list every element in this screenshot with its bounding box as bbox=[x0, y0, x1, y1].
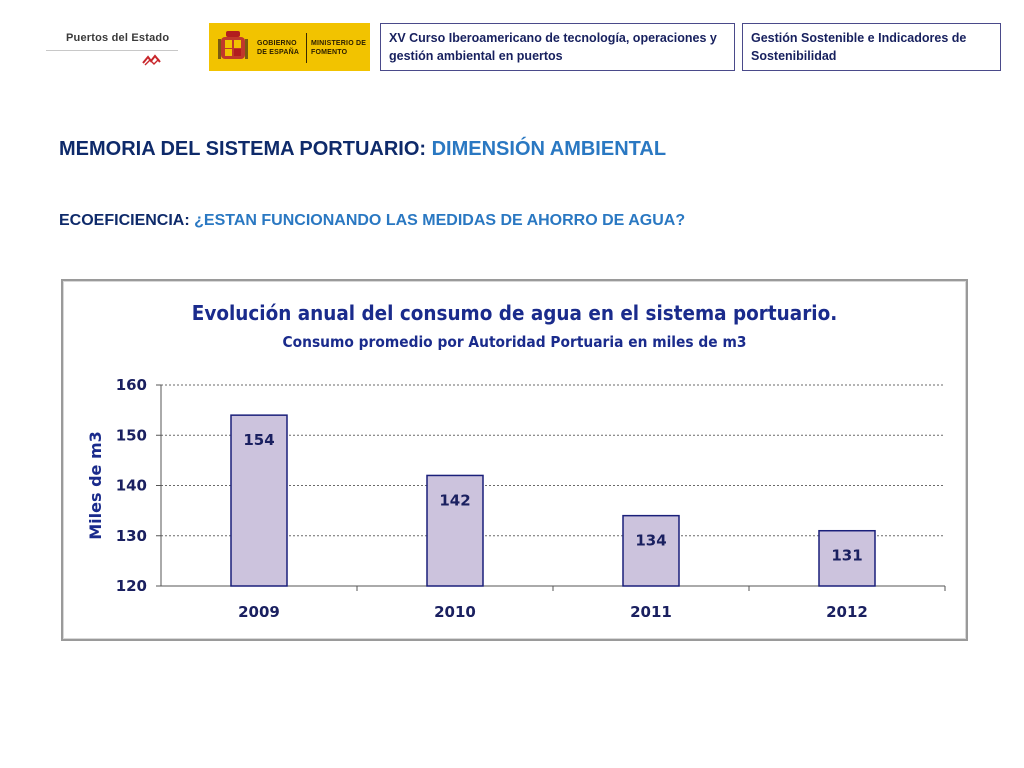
puertos-del-estado-logo: Puertos del Estado bbox=[46, 26, 178, 70]
bar-2012 bbox=[818, 529, 876, 587]
y-tick-label: 120 bbox=[116, 577, 147, 595]
value-label-2010: 142 bbox=[439, 491, 470, 509]
gobierno-espana-logo: GOBIERNO DE ESPAÑA MINISTERIO DE FOMENTO bbox=[209, 23, 370, 71]
bar-2009 bbox=[230, 414, 288, 587]
value-label-2011: 134 bbox=[635, 532, 666, 550]
y-tick-label: 160 bbox=[116, 376, 147, 394]
chart-subtitle: Consumo promedio por Autoridad Portuaria… bbox=[282, 333, 747, 351]
y-tick-label: 140 bbox=[116, 477, 147, 495]
logo-divider bbox=[306, 33, 307, 63]
puertos-logo-text: Puertos del Estado bbox=[66, 32, 170, 44]
x-tick-label-2009: 2009 bbox=[238, 603, 280, 621]
y-axis-title: Miles de m3 bbox=[86, 431, 105, 540]
chart-title: Evolución anual del consumo de agua en e… bbox=[191, 301, 838, 325]
chart-frame: Evolución anual del consumo de agua en e… bbox=[61, 279, 968, 641]
topic-title-box: Gestión Sostenible e Indicadores de Sost… bbox=[742, 23, 1001, 71]
ministerio-text: MINISTERIO DE FOMENTO bbox=[311, 40, 367, 56]
page-subtitle-main: ECOEFICIENCIA: bbox=[59, 212, 195, 229]
bar-2011 bbox=[622, 514, 680, 587]
value-label-2012: 131 bbox=[831, 547, 862, 565]
course-title-box: XV Curso Iberoamericano de tecnología, o… bbox=[380, 23, 735, 71]
page-subtitle-accent: ¿ESTAN FUNCIONANDO LAS MEDIDAS DE AHORRO… bbox=[194, 212, 686, 229]
page-title-main: MEMORIA DEL SISTEMA PORTUARIO: bbox=[59, 138, 432, 160]
bar-2010 bbox=[426, 474, 484, 587]
x-tick-label-2010: 2010 bbox=[434, 603, 476, 621]
logo-rule bbox=[46, 50, 178, 51]
page-title: MEMORIA DEL SISTEMA PORTUARIO: DIMENSIÓN… bbox=[59, 138, 666, 161]
y-tick-label: 130 bbox=[116, 527, 147, 545]
page-subtitle: ECOEFICIENCIA: ¿ESTAN FUNCIONANDO LAS ME… bbox=[59, 212, 685, 230]
bar-chart: 120 130 140 150 160 Miles de m3 154 2009 142 2010… bbox=[86, 376, 946, 621]
page-title-accent: DIMENSIÓN AMBIENTAL bbox=[431, 138, 667, 160]
x-tick-label-2011: 2011 bbox=[630, 603, 672, 621]
value-label-2009: 154 bbox=[243, 431, 274, 449]
x-tick-label-2012: 2012 bbox=[826, 603, 868, 621]
coat-of-arms-icon bbox=[218, 31, 248, 59]
gobierno-text: GOBIERNO DE ESPAÑA bbox=[257, 40, 300, 56]
y-tick-label: 150 bbox=[116, 426, 147, 444]
puertos-wave-icon bbox=[142, 54, 161, 66]
